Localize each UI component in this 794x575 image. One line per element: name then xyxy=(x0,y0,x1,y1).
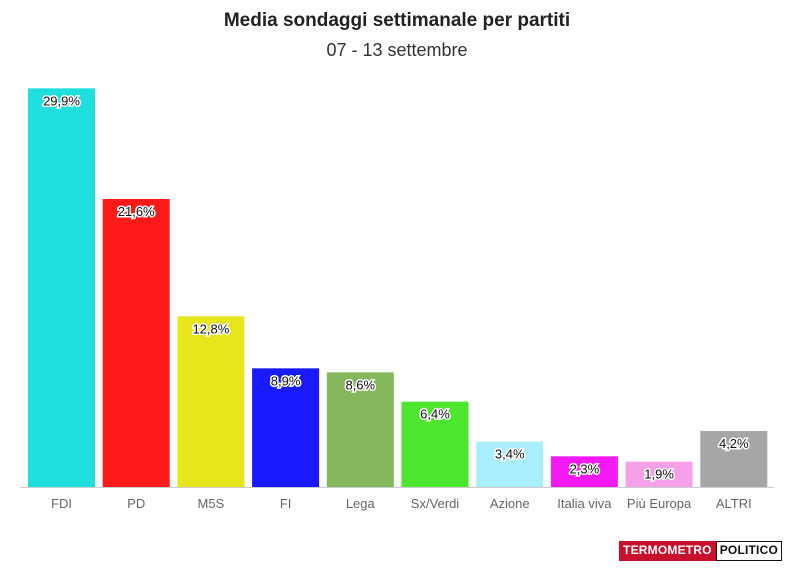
x-tick-label-8: Più Europa xyxy=(627,496,692,511)
data-label-5: 6,4% xyxy=(420,407,450,422)
logo-part-2: POLITICO xyxy=(715,541,782,561)
data-label-7: 2,3% xyxy=(570,461,600,476)
data-label-9: 4,2% xyxy=(719,436,749,451)
data-label-1: 21,6% xyxy=(118,204,155,219)
chart-subtitle: 07 - 13 settembre xyxy=(326,40,468,60)
x-tick-label-6: Azione xyxy=(490,496,530,511)
data-label-3: 8,9% xyxy=(271,373,301,388)
bar-4 xyxy=(326,372,394,487)
data-label-8: 1,9% xyxy=(644,467,674,482)
bar-7 xyxy=(550,456,618,487)
data-label-4: 8,6% xyxy=(345,377,375,392)
logo-part-1: TERMOMETRO xyxy=(619,541,716,561)
bar-5 xyxy=(401,401,469,487)
x-tick-label-2: M5S xyxy=(198,496,225,511)
x-tick-label-9: ALTRI xyxy=(716,496,752,511)
bar-3 xyxy=(252,368,320,487)
chart-title: Media sondaggi settimanale per partiti xyxy=(223,10,571,31)
data-label-0: 29,9% xyxy=(43,93,80,108)
bar-8 xyxy=(625,461,693,487)
bar-9 xyxy=(700,431,768,487)
bar-1 xyxy=(102,199,170,487)
bar-2 xyxy=(177,316,245,487)
brand-logo: TERMOMETRO POLITICO xyxy=(619,541,782,561)
x-tick-label-5: Sx/Verdi xyxy=(411,496,460,511)
x-tick-label-7: Italia viva xyxy=(557,496,612,511)
x-tick-label-3: FI xyxy=(280,496,292,511)
x-tick-label-4: Lega xyxy=(346,496,376,511)
data-label-6: 3,4% xyxy=(495,447,525,462)
bar-0 xyxy=(28,88,95,487)
bar-6 xyxy=(476,441,544,487)
data-label-2: 12,8% xyxy=(192,321,229,336)
x-tick-label-0: FDI xyxy=(51,496,72,511)
x-tick-label-1: PD xyxy=(127,496,145,511)
